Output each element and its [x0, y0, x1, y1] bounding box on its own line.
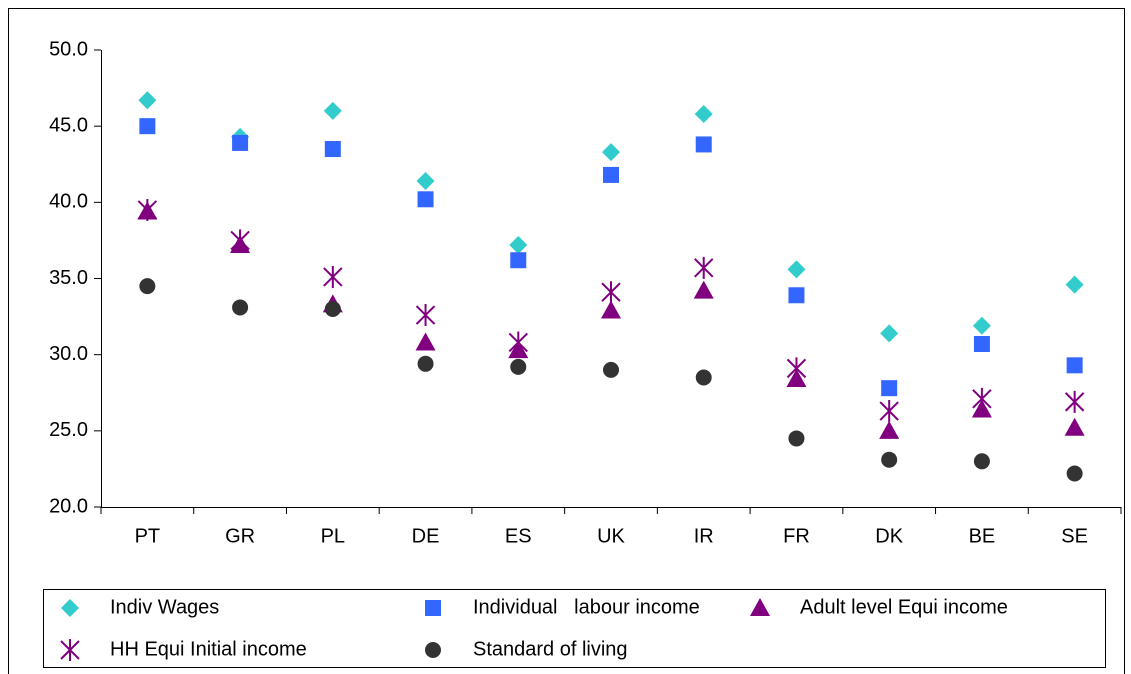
diamond-marker — [787, 260, 806, 279]
x-tick-label: FR — [783, 525, 810, 547]
diamond-marker — [61, 599, 79, 617]
triangle-marker — [879, 420, 900, 439]
circle-marker — [417, 355, 434, 372]
legend-box — [43, 589, 1106, 668]
star-marker — [694, 256, 714, 279]
diamond-marker — [694, 104, 713, 123]
triangle-marker — [1064, 417, 1085, 436]
legend-label: Indiv Wages — [110, 596, 219, 618]
diamond-marker — [416, 172, 435, 191]
x-tick-label: GR — [225, 525, 255, 547]
x-tick-label: PT — [135, 525, 161, 547]
x-tick-label: PL — [321, 525, 345, 547]
x-tick-label: ES — [505, 525, 532, 547]
legend-label: Adult level Equi income — [800, 596, 1008, 618]
x-tick-label: IR — [694, 525, 714, 547]
triangle-marker — [415, 332, 436, 351]
diamond-marker — [509, 235, 528, 254]
circle-marker — [232, 299, 249, 316]
triangle-marker — [750, 598, 770, 616]
y-tick-label: 45.0 — [49, 114, 88, 136]
star-marker — [1064, 390, 1085, 413]
diamond-marker — [1065, 275, 1084, 294]
y-tick-label: 30.0 — [49, 343, 88, 365]
circle-marker — [139, 278, 156, 295]
y-tick-label: 25.0 — [49, 419, 88, 441]
circle-marker — [973, 453, 990, 470]
square-marker — [603, 166, 619, 183]
star-marker — [137, 198, 158, 221]
star-marker — [786, 357, 807, 380]
diamond-marker — [138, 91, 157, 110]
square-marker — [324, 141, 341, 158]
square-marker — [788, 287, 805, 304]
square-marker — [881, 380, 898, 397]
square-marker — [232, 134, 249, 151]
legend-label: HH Equi Initial income — [110, 638, 307, 660]
star-marker — [879, 400, 899, 423]
circle-marker — [510, 358, 527, 375]
square-marker — [139, 118, 156, 135]
square-marker — [695, 136, 712, 153]
x-tick-label: BE — [969, 525, 996, 547]
star-marker — [230, 229, 250, 252]
star-marker — [508, 331, 528, 354]
diamond-marker — [602, 143, 620, 162]
chart-frame — [8, 8, 1125, 674]
y-tick-label: 20.0 — [49, 495, 88, 517]
square-marker — [973, 336, 990, 353]
square-marker — [510, 252, 527, 269]
diamond-marker — [323, 101, 342, 120]
x-tick-label: DE — [412, 525, 440, 547]
diamond-marker — [972, 316, 991, 335]
square-marker — [425, 600, 441, 616]
square-marker — [417, 191, 434, 208]
triangle-marker — [601, 300, 621, 319]
legend-label: Individual labour income — [473, 596, 700, 618]
star-marker — [972, 387, 992, 410]
circle-marker — [881, 451, 898, 468]
star-marker — [601, 281, 621, 304]
triangle-marker — [693, 280, 714, 299]
x-tick-label: SE — [1061, 525, 1088, 547]
star-marker — [60, 639, 80, 661]
y-tick-label: 40.0 — [49, 191, 88, 213]
circle-marker — [603, 361, 619, 378]
circle-marker — [425, 642, 441, 658]
circle-marker — [324, 300, 341, 317]
diamond-marker — [880, 324, 899, 343]
x-tick-label: UK — [597, 525, 625, 547]
y-tick-label: 35.0 — [49, 267, 88, 289]
star-marker — [415, 304, 436, 327]
y-tick-label: 50.0 — [49, 38, 88, 60]
circle-marker — [788, 430, 805, 447]
legend-label: Standard of living — [473, 638, 628, 660]
circle-marker — [695, 369, 712, 386]
x-tick-label: DK — [875, 525, 903, 547]
circle-marker — [1066, 465, 1083, 482]
square-marker — [1066, 357, 1083, 374]
star-marker — [323, 265, 343, 288]
